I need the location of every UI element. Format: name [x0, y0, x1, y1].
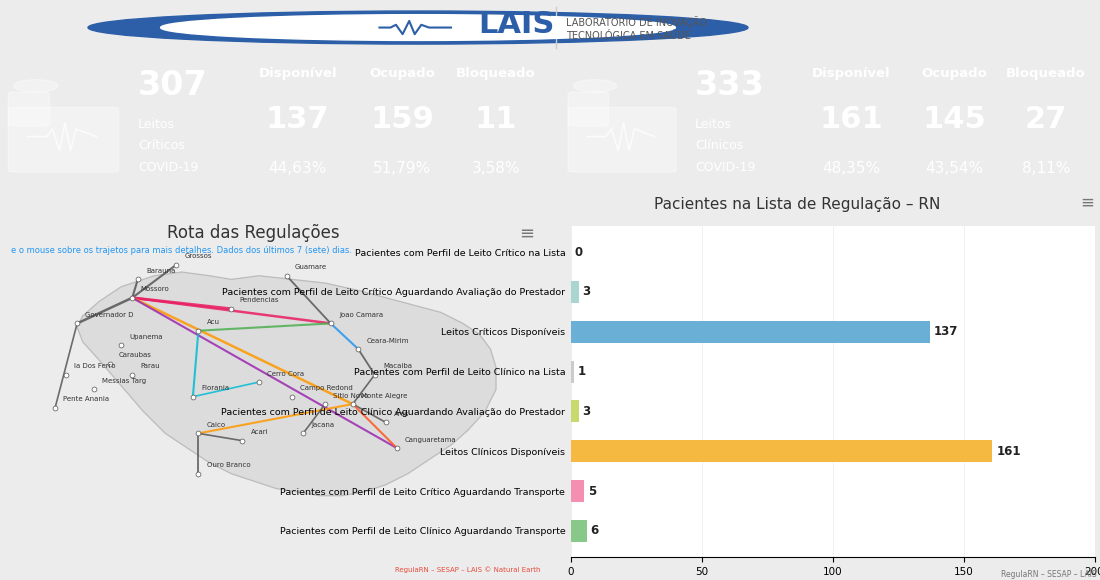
Circle shape [573, 79, 617, 92]
Text: Guamare: Guamare [295, 264, 327, 270]
Text: Leitos: Leitos [695, 118, 732, 130]
FancyBboxPatch shape [9, 107, 119, 172]
Text: ≡: ≡ [519, 224, 535, 242]
Text: 0: 0 [575, 246, 583, 259]
Text: Governador D: Governador D [86, 312, 134, 318]
Text: LAIS: LAIS [478, 10, 554, 39]
Text: Jacana: Jacana [311, 422, 334, 428]
Text: Sitio Novo: Sitio Novo [333, 393, 369, 398]
Text: Ocupado: Ocupado [370, 67, 436, 80]
Text: 3: 3 [583, 285, 591, 299]
Text: Barauna: Barauna [146, 268, 175, 274]
Text: Disponível: Disponível [258, 67, 337, 80]
Text: Leitos: Leitos [138, 118, 175, 130]
Text: Macaiba: Macaiba [383, 363, 412, 369]
Polygon shape [77, 272, 496, 496]
Text: Pendencias: Pendencias [240, 297, 279, 303]
Text: Caico: Caico [207, 422, 226, 428]
Text: Caraubas: Caraubas [119, 352, 152, 358]
Text: Campo Redond: Campo Redond [300, 385, 353, 392]
Text: Bloqueado: Bloqueado [1006, 67, 1086, 80]
Text: Ocupado: Ocupado [921, 67, 987, 80]
Bar [571, 440, 992, 462]
Text: Críticos: Críticos [138, 139, 185, 153]
FancyBboxPatch shape [568, 107, 676, 172]
Text: 137: 137 [266, 105, 329, 134]
Text: Ares: Ares [394, 411, 409, 417]
Text: Rota das Regulações: Rota das Regulações [167, 224, 340, 242]
Text: 333: 333 [695, 70, 764, 102]
Text: 48,35%: 48,35% [823, 161, 881, 176]
Text: 1: 1 [578, 365, 585, 378]
Text: ≡: ≡ [1080, 194, 1094, 212]
Text: 8,11%: 8,11% [1022, 161, 1070, 176]
Text: RegulaRN – SESAP – LAIS: RegulaRN – SESAP – LAIS [1001, 570, 1097, 579]
Text: Pente Anania: Pente Anania [64, 396, 110, 402]
Text: 159: 159 [371, 105, 435, 134]
Text: Ouro Branco: Ouro Branco [207, 462, 251, 468]
Text: LABORATÓRIO DE INOVAÇÃO: LABORATÓRIO DE INOVAÇÃO [566, 16, 707, 28]
Bar [571, 520, 586, 542]
Text: Joao Camara: Joao Camara [339, 312, 383, 318]
Text: RegulaRN – SESAP – LAIS © Natural Earth: RegulaRN – SESAP – LAIS © Natural Earth [395, 566, 540, 572]
Text: 161: 161 [820, 105, 883, 134]
Text: Messias Targ: Messias Targ [102, 378, 146, 384]
Text: Pacientes na Lista de Regulação – RN: Pacientes na Lista de Regulação – RN [654, 197, 940, 212]
Text: Grossos: Grossos [185, 253, 212, 259]
Text: 43,54%: 43,54% [925, 161, 983, 176]
Text: 6: 6 [591, 524, 598, 537]
Text: Bloqueado: Bloqueado [456, 67, 536, 80]
Text: Ia Dos Ferro: Ia Dos Ferro [75, 363, 116, 369]
Text: Acu: Acu [207, 319, 220, 325]
Text: Canguaretama: Canguaretama [405, 437, 456, 443]
Text: 3,58%: 3,58% [472, 161, 520, 176]
FancyBboxPatch shape [9, 92, 50, 126]
Circle shape [14, 79, 58, 92]
Text: 11: 11 [475, 105, 517, 134]
Bar [571, 480, 584, 502]
Circle shape [88, 11, 748, 44]
Text: Ceara-Mirim: Ceara-Mirim [366, 338, 409, 343]
Text: 3: 3 [583, 405, 591, 418]
Text: COVID-19: COVID-19 [138, 161, 198, 174]
Text: Upanema: Upanema [130, 334, 163, 340]
Text: e o mouse sobre os trajetos para mais detalhes. Dados dos últimos 7 (sete) dias.: e o mouse sobre os trajetos para mais de… [11, 246, 352, 255]
Text: 161: 161 [997, 445, 1021, 458]
Text: COVID-19: COVID-19 [695, 161, 756, 174]
Text: Clínicos: Clínicos [695, 139, 744, 153]
Text: Disponível: Disponível [812, 67, 891, 80]
Text: 27: 27 [1025, 105, 1067, 134]
Text: Florania: Florania [201, 385, 229, 392]
Text: 44,63%: 44,63% [268, 161, 327, 176]
Bar [571, 361, 573, 383]
Text: Acari: Acari [251, 429, 268, 435]
Text: 137: 137 [934, 325, 958, 338]
Text: 5: 5 [587, 484, 596, 498]
Text: Cerro Cora: Cerro Cora [267, 371, 305, 376]
Bar [571, 281, 579, 303]
Text: TECNOLÓGICA EM SAÚDE: TECNOLÓGICA EM SAÚDE [566, 31, 692, 41]
Text: Monte Alegre: Monte Alegre [361, 393, 407, 398]
Text: Parau: Parau [141, 363, 161, 369]
Text: 145: 145 [922, 105, 986, 134]
Bar [571, 321, 930, 343]
Text: 51,79%: 51,79% [373, 161, 431, 176]
Text: 307: 307 [138, 70, 208, 102]
Bar [571, 400, 579, 422]
Text: Mossoro: Mossoro [141, 287, 169, 292]
Circle shape [161, 14, 675, 41]
FancyBboxPatch shape [568, 92, 608, 126]
